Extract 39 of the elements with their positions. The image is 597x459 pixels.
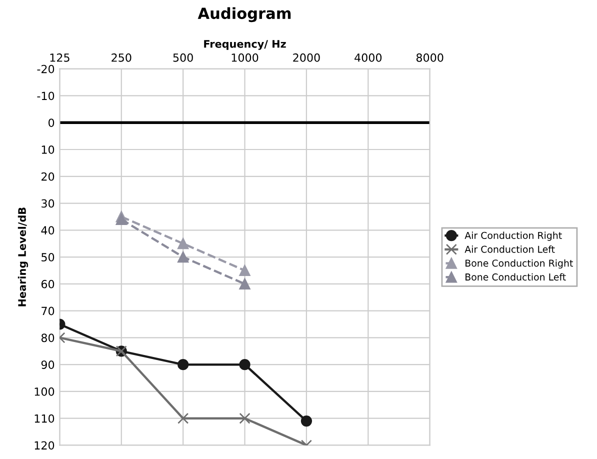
y-tick-label: 120 xyxy=(34,441,54,450)
x-tick-label: 250 xyxy=(112,53,132,62)
y-tick-label: 40 xyxy=(41,226,54,235)
y-tick-label: -10 xyxy=(37,92,54,100)
legend-label: Bone Conduction Left xyxy=(466,273,566,281)
y-axis-title: Hearing Level/dB xyxy=(18,208,28,306)
y-tick-label: 90 xyxy=(41,360,54,369)
y-tick-label: 60 xyxy=(41,280,54,288)
point xyxy=(239,264,250,276)
y-tick-label: 20 xyxy=(42,172,54,181)
x-axis-title: Frequency/ Hz xyxy=(204,40,286,50)
x-tick-label: 1000 xyxy=(232,53,258,62)
y-tick-label: -20 xyxy=(37,64,54,74)
x-tick-label: 2000 xyxy=(293,53,320,62)
point xyxy=(116,214,127,225)
x-tick-label: 4000 xyxy=(354,53,382,62)
x-tick-label: 500 xyxy=(173,53,193,62)
point xyxy=(178,412,189,424)
point xyxy=(178,359,189,370)
y-tick-label: 50 xyxy=(42,253,54,262)
x-tick-label: 8000 xyxy=(416,53,444,62)
legend-label: Air Conduction Right xyxy=(464,232,562,241)
y-tick-label: 80 xyxy=(41,334,54,342)
point xyxy=(300,415,312,427)
y-tick-label: 70 xyxy=(42,306,54,316)
y-tick-label: 0 xyxy=(48,118,54,127)
point xyxy=(178,238,189,250)
y-tick-label: 100 xyxy=(34,387,54,396)
legend-label: Air Conduction Left xyxy=(464,246,555,253)
chart-title: Audiogram xyxy=(198,7,291,22)
point xyxy=(178,251,189,263)
y-tick-label: 110 xyxy=(34,414,54,423)
point xyxy=(239,278,250,290)
y-tick-label: 10 xyxy=(42,145,54,154)
y-tick-label: 30 xyxy=(42,199,54,208)
legend-label: Bone Conduction Right xyxy=(466,259,573,269)
point xyxy=(239,359,250,370)
point xyxy=(239,412,250,424)
x-tick-label: 125 xyxy=(50,53,70,62)
